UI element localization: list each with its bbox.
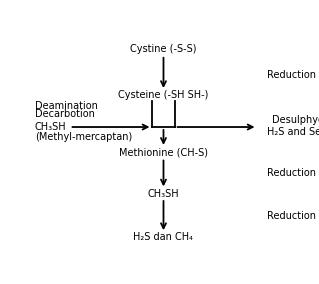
Text: CH₃SH: CH₃SH [35, 122, 67, 132]
Text: Decarbotion: Decarbotion [35, 109, 95, 119]
Text: H₂S dan CH₄: H₂S dan CH₄ [133, 232, 194, 243]
Text: Cysteine (-SH SH-): Cysteine (-SH SH-) [118, 90, 209, 100]
Text: (Methyl-mercaptan): (Methyl-mercaptan) [35, 132, 132, 142]
Text: Methionine (CH-S): Methionine (CH-S) [119, 147, 208, 157]
Text: Deamination: Deamination [35, 101, 98, 111]
Text: Reduction: Reduction [267, 70, 316, 80]
Text: CH₃SH: CH₃SH [148, 189, 179, 199]
Text: Cystine (-S-S): Cystine (-S-S) [130, 44, 197, 55]
Text: H₂S and Serine: H₂S and Serine [267, 128, 319, 137]
Text: Reduction: Reduction [267, 210, 316, 221]
Text: Reduction: Reduction [267, 168, 316, 178]
Text: Desulphydration: Desulphydration [272, 116, 319, 126]
